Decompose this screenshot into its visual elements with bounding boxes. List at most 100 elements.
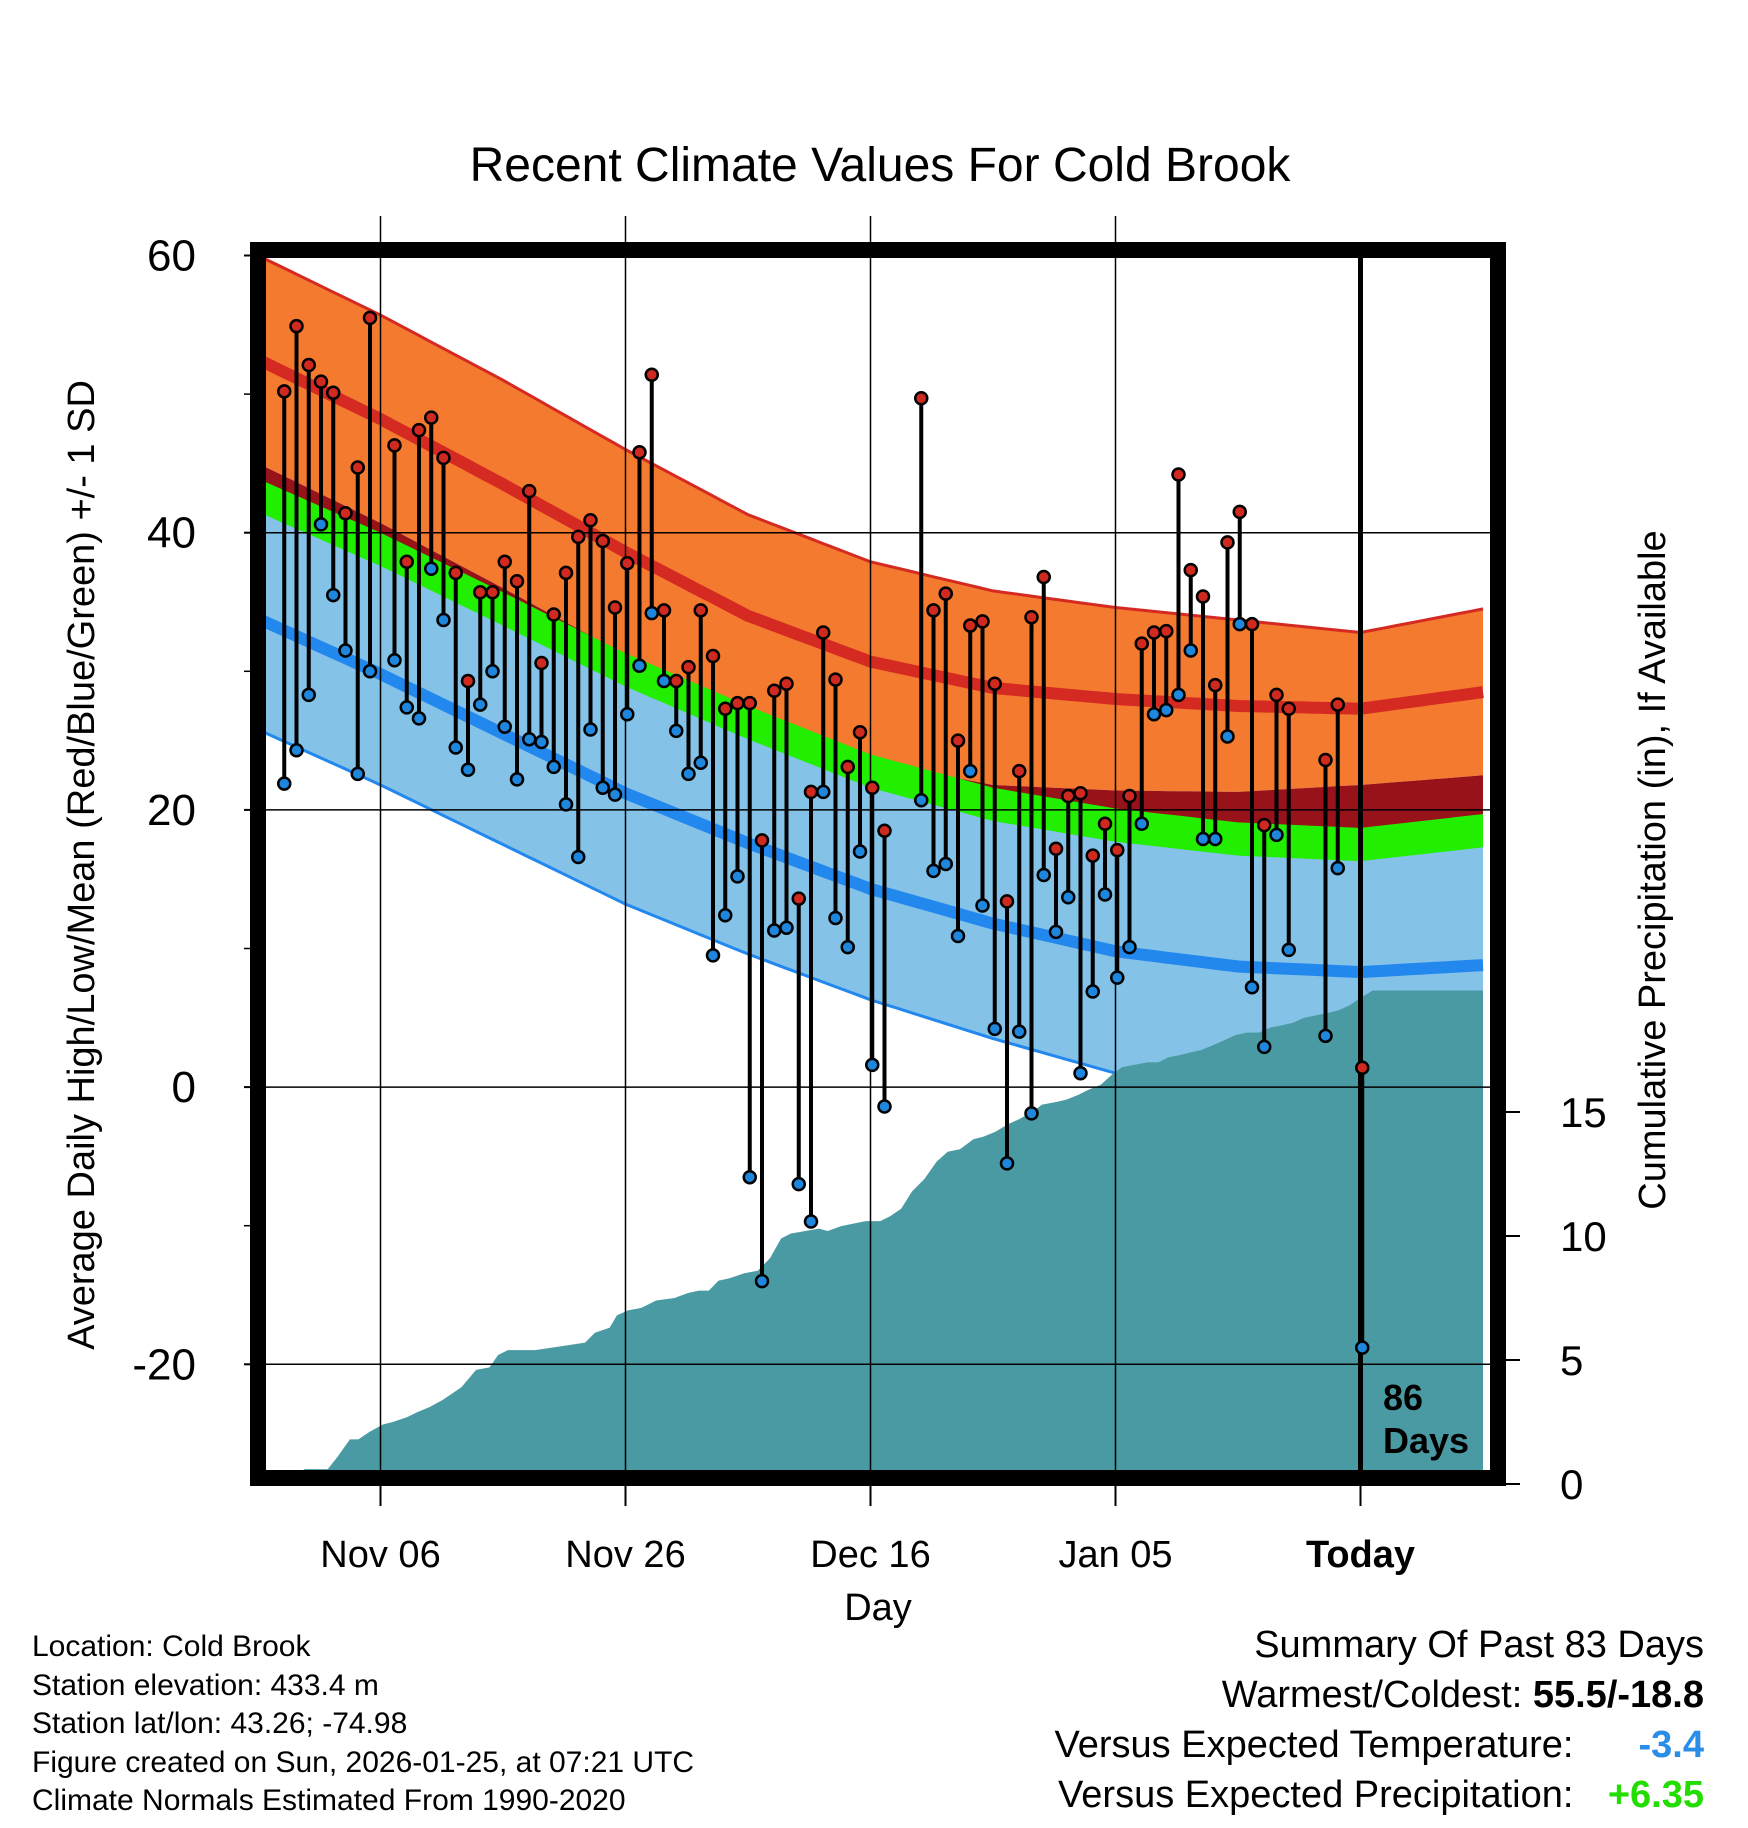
daily-low-point [277, 776, 292, 791]
daily-low-point [779, 920, 794, 935]
daily-low-point [436, 612, 451, 628]
daily-low-point [571, 849, 586, 865]
daily-high-point [1195, 589, 1211, 604]
daily-low-point [840, 939, 855, 955]
daily-high-point [926, 603, 941, 618]
daily-high-point [1244, 616, 1260, 632]
warmest-coldest-value: 55.5/-18.8 [1532, 1674, 1704, 1716]
daily-low-point [1085, 984, 1100, 999]
daily-low-point [914, 792, 929, 808]
daily-low-point [681, 766, 696, 782]
daily-high-point [607, 600, 623, 615]
daily-high-point [693, 603, 708, 618]
daily-high-point [999, 894, 1015, 909]
daily-low-point [1122, 939, 1137, 955]
normals-text: Climate Normals Estimated From 1990-2020 [32, 1784, 626, 1817]
daily-high-point [1220, 535, 1235, 550]
y-tick-label: 0 [172, 1063, 196, 1112]
daily-high-point [730, 695, 745, 711]
daily-low-point [595, 780, 610, 795]
daily-high-point [387, 438, 402, 453]
daily-high-point [1061, 788, 1076, 804]
daily-high-point [1269, 687, 1284, 703]
daily-high-point [399, 554, 414, 570]
y-tick-label: -20 [132, 1340, 196, 1389]
daily-low-point [1146, 707, 1162, 722]
plot-frame [250, 242, 1506, 1486]
daily-low-point [1183, 643, 1198, 658]
precip-anomaly-value: +6.35 [1607, 1774, 1704, 1816]
daily-high-point [436, 450, 451, 466]
daily-low-point [975, 898, 990, 913]
daily-high-point [963, 618, 978, 633]
daily-high-point [1232, 504, 1247, 520]
y2-tick-label: 5 [1560, 1337, 1583, 1384]
daily-high-point [338, 506, 353, 521]
daily-low-point [718, 907, 733, 923]
daily-low-point [730, 869, 745, 884]
daily-low-point [1036, 867, 1051, 883]
daily-low-point [558, 797, 574, 812]
daily-high-point [1281, 701, 1296, 716]
days-word-label: Days [1383, 1420, 1469, 1461]
daily-low-point [522, 731, 537, 747]
daily-low-point [987, 1021, 1002, 1037]
daily-high-point [681, 659, 696, 675]
daily-high-point [840, 759, 855, 775]
daily-low-point [1159, 702, 1174, 718]
daily-low-point [1110, 970, 1125, 985]
x-tick-label: Dec 16 [810, 1534, 930, 1576]
daily-high-point [950, 733, 966, 748]
daily-high-point [754, 833, 770, 848]
daily-high-point [1318, 752, 1333, 768]
daily-high-point [301, 357, 316, 373]
daily-high-point [828, 672, 843, 687]
daily-high-point [791, 891, 806, 906]
daily-high-point [779, 676, 794, 692]
daily-low-point [620, 707, 635, 722]
daily-low-point [509, 772, 525, 787]
daily-low-point [1195, 831, 1211, 847]
daily-high-point [1012, 763, 1027, 779]
daily-high-point [803, 784, 819, 800]
daily-low-point [1012, 1024, 1027, 1039]
daily-high-point [1330, 697, 1345, 712]
warmest-coldest-label: Warmest/Coldest: [1221, 1674, 1523, 1716]
chart-title: Recent Climate Values For Cold Brook [470, 139, 1292, 192]
daily-high-point [1122, 788, 1137, 804]
daily-low-point [1208, 831, 1223, 847]
daily-low-point [338, 643, 353, 658]
daily-low-point [289, 743, 304, 758]
daily-high-point [350, 460, 365, 475]
daily-low-point [350, 766, 365, 782]
daily-low-point [950, 928, 966, 944]
daily-high-point [522, 483, 537, 499]
daily-high-point [644, 367, 659, 382]
y-tick-label: 20 [147, 786, 196, 835]
daily-high-point [620, 555, 635, 571]
daily-low-point [313, 517, 329, 532]
daily-low-point [301, 687, 316, 703]
daily-high-point [497, 554, 512, 570]
temp-anomaly-value: -3.4 [1638, 1724, 1704, 1766]
daily-low-point [632, 658, 647, 674]
daily-high-point [718, 701, 733, 716]
y-tick-label: 60 [147, 232, 196, 281]
daily-low-point [1244, 980, 1260, 995]
daily-low-point [424, 561, 439, 576]
x-tick-label: Today [1306, 1534, 1415, 1576]
x-axis-label: Day [844, 1587, 912, 1628]
y-axis-label: Average Daily High/Low/Mean (Red/Blue/Gr… [61, 380, 103, 1350]
daily-low-point [791, 1176, 806, 1192]
daily-low-point [1232, 616, 1247, 632]
daily-high-point [362, 310, 378, 326]
daily-high-point [546, 607, 561, 622]
daily-high-point [1036, 569, 1051, 585]
daily-high-point [1208, 677, 1223, 693]
x-tick-label: Nov 26 [565, 1534, 685, 1576]
y2-tick-label: 15 [1560, 1089, 1607, 1136]
daily-high-point [1257, 817, 1272, 833]
daily-low-point [399, 700, 414, 715]
latlon-text: Station lat/lon: 43.26; -74.98 [32, 1707, 408, 1740]
daily-high-point [975, 614, 990, 629]
